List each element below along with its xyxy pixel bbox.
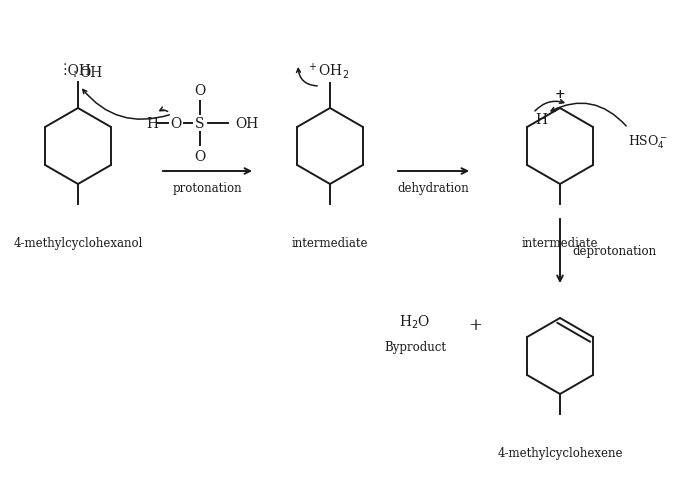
Text: H: H — [146, 117, 158, 131]
Text: +: + — [554, 88, 566, 101]
Text: Byproduct: Byproduct — [384, 341, 446, 354]
Text: 4-methylcyclohexene: 4-methylcyclohexene — [497, 446, 623, 459]
Text: O: O — [170, 117, 181, 131]
Text: deprotonation: deprotonation — [572, 245, 656, 258]
Text: OH: OH — [79, 66, 102, 80]
Text: +: + — [468, 317, 482, 334]
Text: O: O — [195, 150, 206, 164]
Text: H$_2$O: H$_2$O — [399, 313, 430, 330]
Text: O: O — [195, 84, 206, 98]
Text: intermediate: intermediate — [522, 236, 598, 249]
Text: :̇OH: :̇OH — [64, 64, 92, 78]
Text: H: H — [535, 113, 547, 127]
Text: HSO$_4^-$: HSO$_4^-$ — [628, 133, 668, 150]
Text: intermediate: intermediate — [292, 236, 368, 249]
Text: S: S — [195, 117, 204, 131]
Text: 4-methylcyclohexanol: 4-methylcyclohexanol — [13, 236, 143, 249]
Text: $^+$OH$_2$: $^+$OH$_2$ — [307, 61, 349, 81]
Text: OH: OH — [235, 117, 258, 131]
Text: :: : — [73, 67, 77, 80]
Text: protonation: protonation — [173, 182, 242, 194]
Text: dehydration: dehydration — [398, 182, 470, 194]
